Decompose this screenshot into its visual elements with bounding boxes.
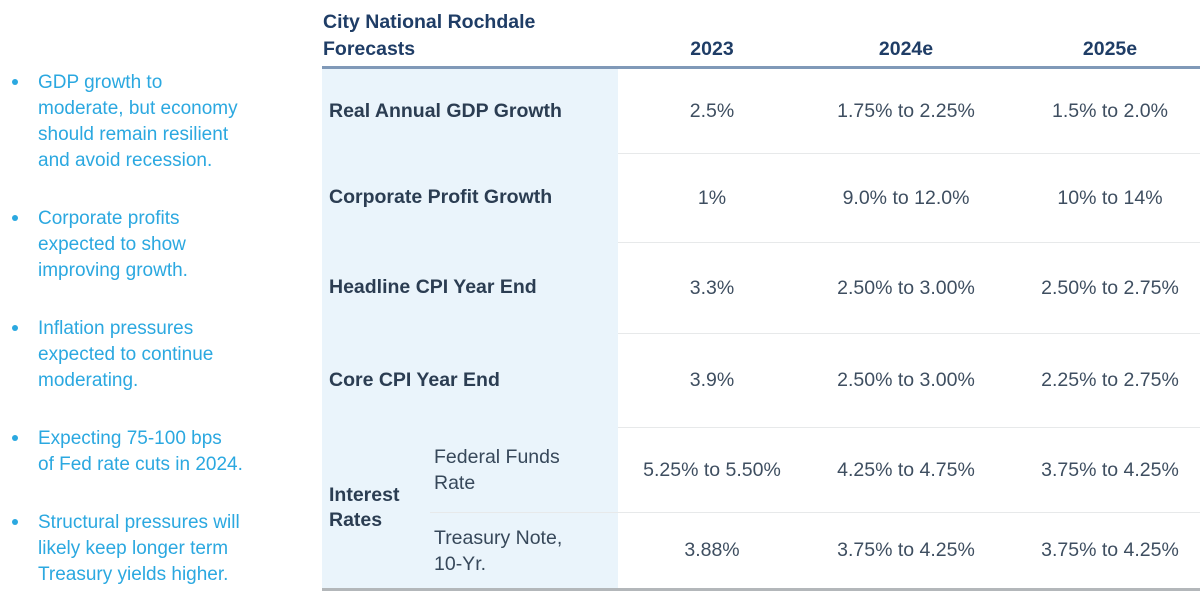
- row-label-gdp-growth: Real Annual GDP Growth: [322, 69, 618, 153]
- cell-gdp-2024e: 1.75% to 2.25%: [806, 69, 1006, 153]
- list-item: Corporate profits expected to show impro…: [10, 206, 310, 284]
- column-header-2025e: 2025e: [1082, 38, 1138, 60]
- cell-fed-funds-2025e: 3.75% to 4.25%: [1006, 427, 1200, 512]
- table-body: Real Annual GDP Growth 2.5% 1.75% to 2.2…: [322, 69, 1200, 588]
- row-group-interest-rates: Interest Rates: [322, 427, 430, 588]
- row-sublabel-federal-funds-rate: Federal Funds Rate: [430, 427, 618, 512]
- cell-treasury-2025e: 3.75% to 4.25%: [1006, 512, 1200, 588]
- bullet-icon: [12, 215, 18, 221]
- cell-headline-cpi-2025e: 2.50% to 2.75%: [1006, 242, 1200, 333]
- key-points-list: GDP growth to moderate, but economy shou…: [10, 70, 310, 600]
- bullet-icon: [12, 519, 18, 525]
- cell-profit-2025e: 10% to 14%: [1006, 153, 1200, 242]
- list-item: GDP growth to moderate, but economy shou…: [10, 70, 310, 174]
- cell-core-cpi-2023: 3.9%: [618, 333, 806, 427]
- bullet-icon: [12, 79, 18, 85]
- cell-core-cpi-2024e: 2.50% to 3.00%: [806, 333, 1006, 427]
- cell-treasury-2024e: 3.75% to 4.25%: [806, 512, 1006, 588]
- row-sublabel-treasury-note: Treasury Note, 10-Yr.: [430, 512, 618, 588]
- list-item: Expecting 75-100 bps of Fed rate cuts in…: [10, 426, 310, 478]
- table-bottom-border: [322, 588, 1200, 591]
- header-divider: [322, 66, 1200, 69]
- bullet-icon: [12, 435, 18, 441]
- table-header-row: City National Rochdale Forecasts 2023 20…: [322, 0, 1200, 66]
- cell-gdp-2023: 2.5%: [618, 69, 806, 153]
- bullet-icon: [12, 325, 18, 331]
- bullet-text: Corporate profits expected to show impro…: [38, 208, 188, 281]
- cell-fed-funds-2023: 5.25% to 5.50%: [618, 427, 806, 512]
- table-title: City National Rochdale Forecasts: [323, 11, 536, 60]
- cell-headline-cpi-2023: 3.3%: [618, 242, 806, 333]
- bullet-text: Inflation pressures expected to continue…: [38, 318, 214, 391]
- row-label-corporate-profit: Corporate Profit Growth: [322, 153, 618, 242]
- list-item: Structural pressures will likely keep lo…: [10, 510, 310, 588]
- bullet-text: GDP growth to moderate, but economy shou…: [38, 72, 238, 171]
- cell-gdp-2025e: 1.5% to 2.0%: [1006, 69, 1200, 153]
- cell-headline-cpi-2024e: 2.50% to 3.00%: [806, 242, 1006, 333]
- forecast-table: City National Rochdale Forecasts 2023 20…: [322, 0, 1200, 591]
- bullet-text: Expecting 75-100 bps of Fed rate cuts in…: [38, 428, 243, 475]
- cell-core-cpi-2025e: 2.25% to 2.75%: [1006, 333, 1200, 427]
- column-header-2024e: 2024e: [878, 38, 934, 60]
- bullet-text: Structural pressures will likely keep lo…: [38, 512, 240, 585]
- row-label-headline-cpi: Headline CPI Year End: [322, 242, 618, 333]
- cell-fed-funds-2024e: 4.25% to 4.75%: [806, 427, 1006, 512]
- cell-treasury-2023: 3.88%: [618, 512, 806, 588]
- list-item: Inflation pressures expected to continue…: [10, 316, 310, 394]
- cell-profit-2023: 1%: [618, 153, 806, 242]
- cell-profit-2024e: 9.0% to 12.0%: [806, 153, 1006, 242]
- column-header-2023: 2023: [690, 38, 734, 60]
- row-label-core-cpi: Core CPI Year End: [322, 333, 618, 427]
